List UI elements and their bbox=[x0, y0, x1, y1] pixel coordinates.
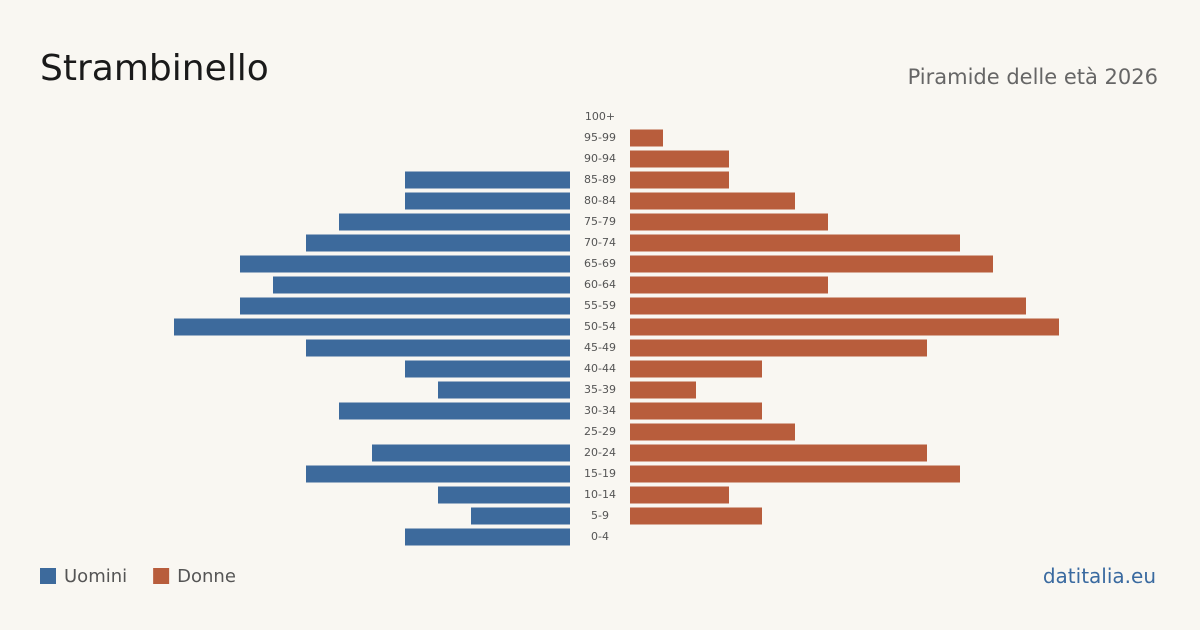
bar bbox=[630, 486, 729, 504]
bar bbox=[630, 465, 960, 483]
age-label: 55-59 bbox=[584, 299, 616, 312]
age-label: 80-84 bbox=[584, 194, 616, 207]
bar bbox=[630, 276, 828, 294]
bar bbox=[306, 465, 570, 483]
bar bbox=[630, 150, 729, 168]
bar bbox=[630, 423, 795, 441]
bar bbox=[240, 255, 570, 273]
age-label: 40-44 bbox=[584, 362, 616, 375]
bar bbox=[240, 297, 570, 315]
bar bbox=[630, 171, 729, 189]
bar bbox=[630, 507, 762, 525]
age-label: 70-74 bbox=[584, 236, 616, 249]
legend-label: Donne bbox=[177, 566, 236, 587]
age-label: 65-69 bbox=[584, 257, 616, 270]
chart-title: Strambinello bbox=[40, 48, 269, 89]
bar bbox=[273, 276, 570, 294]
bar bbox=[630, 192, 795, 210]
age-label: 0-4 bbox=[591, 530, 609, 543]
bar bbox=[630, 297, 1026, 315]
age-label: 90-94 bbox=[584, 152, 616, 165]
bar bbox=[630, 234, 960, 252]
bar bbox=[630, 444, 927, 462]
bar bbox=[438, 381, 570, 399]
bar bbox=[630, 381, 696, 399]
bar bbox=[630, 213, 828, 231]
age-label: 50-54 bbox=[584, 320, 616, 333]
bar bbox=[372, 444, 570, 462]
bar bbox=[438, 486, 570, 504]
age-label: 45-49 bbox=[584, 341, 616, 354]
legend-swatch bbox=[153, 568, 170, 584]
age-label: 25-29 bbox=[584, 425, 616, 438]
age-label: 95-99 bbox=[584, 131, 616, 144]
bar bbox=[339, 213, 570, 231]
chart-subtitle: Piramide delle età 2026 bbox=[908, 65, 1158, 89]
bar bbox=[405, 192, 570, 210]
legend-swatch bbox=[40, 568, 56, 584]
bar bbox=[630, 339, 927, 357]
bar bbox=[405, 360, 570, 378]
bar bbox=[630, 129, 663, 147]
age-label: 5-9 bbox=[591, 509, 609, 522]
bar bbox=[630, 255, 993, 273]
age-label: 100+ bbox=[585, 110, 615, 123]
age-label: 35-39 bbox=[584, 383, 616, 396]
bar bbox=[306, 234, 570, 252]
legend-label: Uomini bbox=[64, 566, 127, 587]
bar bbox=[174, 318, 570, 336]
bar bbox=[630, 402, 762, 420]
age-label: 85-89 bbox=[584, 173, 616, 186]
bar bbox=[471, 507, 570, 525]
age-label: 15-19 bbox=[584, 467, 616, 480]
bar bbox=[405, 528, 570, 546]
bar bbox=[630, 318, 1059, 336]
age-label: 75-79 bbox=[584, 215, 616, 228]
bar bbox=[339, 402, 570, 420]
source[interactable]: datitalia.eu bbox=[1043, 564, 1156, 588]
bar bbox=[405, 171, 570, 189]
age-label: 30-34 bbox=[584, 404, 616, 417]
age-label: 10-14 bbox=[584, 488, 616, 501]
age-label: 60-64 bbox=[584, 278, 616, 291]
age-label: 20-24 bbox=[584, 446, 616, 459]
bar bbox=[306, 339, 570, 357]
bar bbox=[630, 360, 762, 378]
